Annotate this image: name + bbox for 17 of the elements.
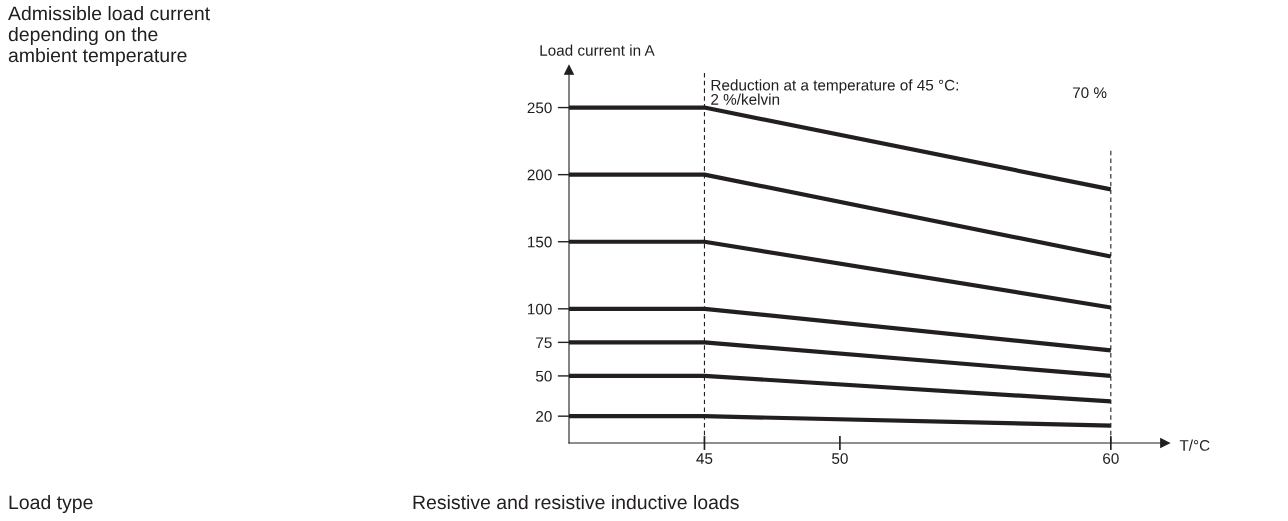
y-tick-label: 200 (527, 169, 552, 181)
y-tick-label: 20 (536, 411, 552, 422)
text: Load type (9, 494, 93, 514)
text: Admissible load current depending on the ambient temperature (8, 6, 210, 67)
y-tick-label: 50 (535, 370, 552, 382)
y-axis-title: Load current in A (540, 44, 655, 56)
text: Resistive and resistive inductive loads (413, 494, 739, 510)
x-tick-label: 50 (832, 453, 848, 464)
x-axis-title: T/°C (1179, 439, 1210, 451)
x-tick-label: 60 (1103, 453, 1119, 464)
y-tick-label: 250 (527, 102, 552, 114)
y-tick-label: 75 (536, 337, 552, 349)
x-tick-label: 45 (696, 453, 713, 464)
ref-line-label: Reduction at a temperature of 45 °C: 2 %/kelvin (711, 79, 959, 105)
annotation: 70 % (1072, 87, 1107, 99)
y-tick-label: 150 (528, 236, 552, 248)
y-tick-label: 100 (528, 303, 552, 315)
